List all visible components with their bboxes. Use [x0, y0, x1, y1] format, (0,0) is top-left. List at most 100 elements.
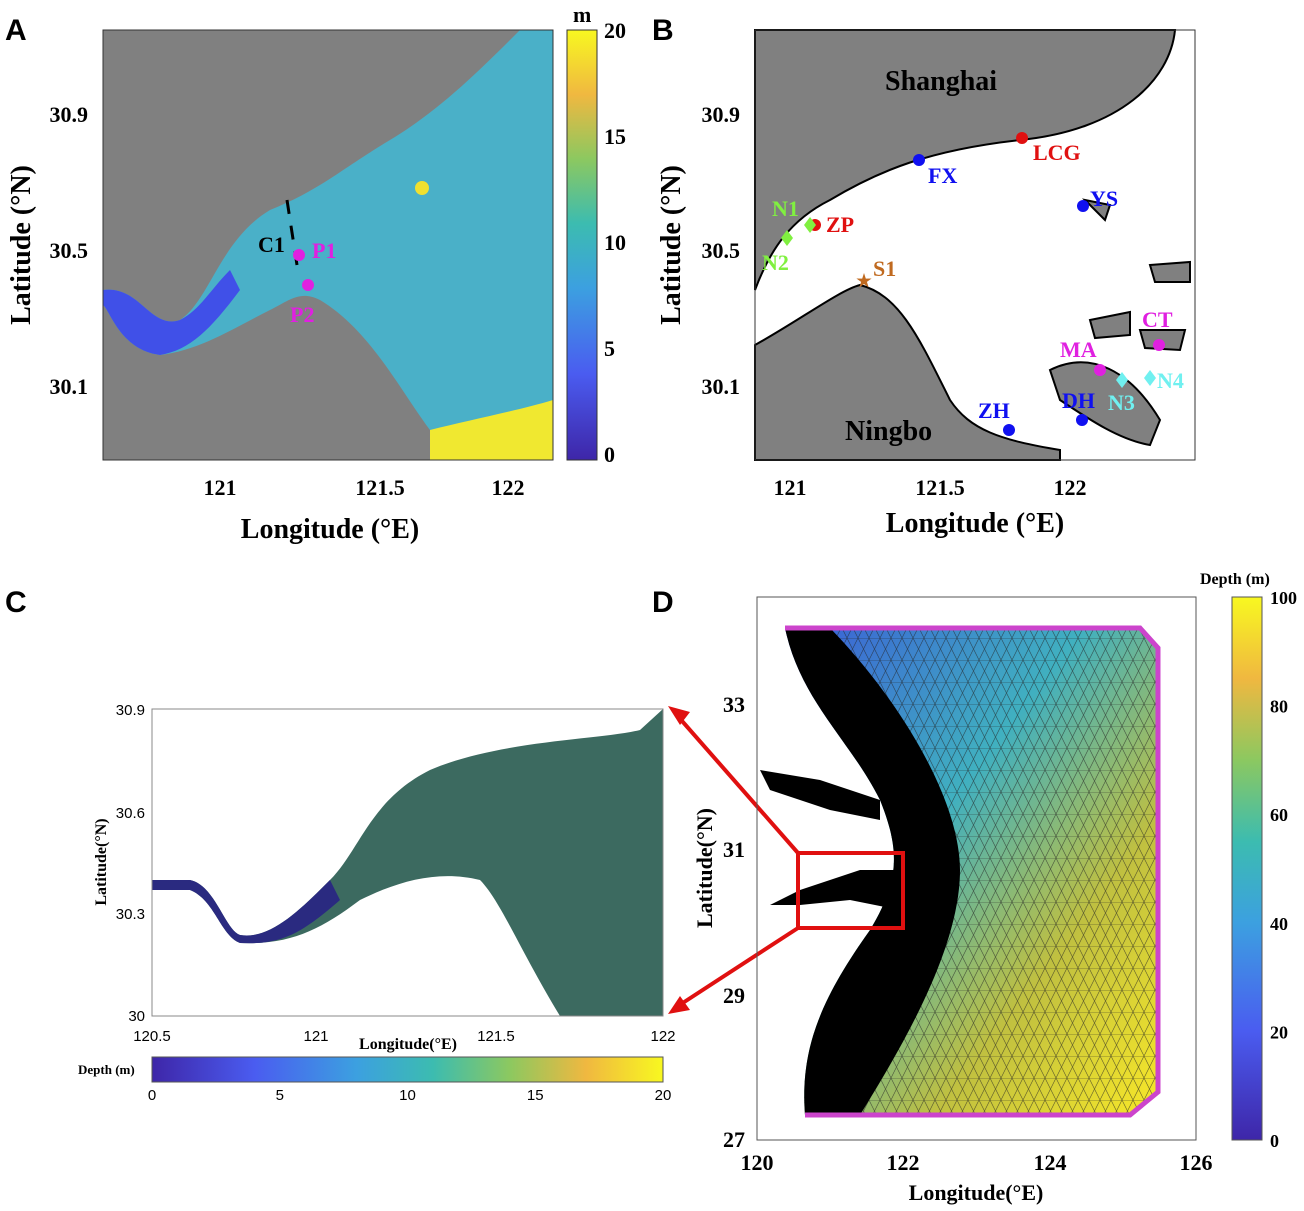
x-tick-label: 120.5 [133, 1028, 171, 1045]
colorbar-tick-label: 5 [276, 1087, 284, 1104]
bathymetry-water [103, 30, 553, 460]
station-marker-n3 [1116, 372, 1128, 388]
shallow-river [152, 880, 340, 944]
y-tick-label: 30.5 [702, 238, 741, 263]
station-markers: LCG ZP FX YS ZH DH N1 N2 S1 MA CT N3 N4 [762, 132, 1184, 436]
colorbar-tick-label: 15 [527, 1087, 544, 1104]
label-p2: P2 [290, 302, 314, 327]
station-marker-zh [1003, 424, 1015, 436]
x-tick-label: 121.5 [477, 1028, 515, 1045]
panel-c: Depth (m) [78, 708, 664, 1083]
y-tick-label: 30.6 [116, 805, 145, 822]
colorbar-tick-label: 0 [604, 442, 615, 467]
label-p1: P1 [312, 238, 336, 263]
river-channels [760, 770, 900, 910]
y-tick-label: 31 [723, 837, 745, 862]
panel-d: Depth (m) [668, 571, 1270, 1141]
colorbar-a [566, 29, 598, 461]
colorbar-tick-label: 15 [604, 124, 626, 149]
station-marker-ct [1153, 339, 1165, 351]
station-marker-dh [1076, 414, 1088, 426]
y-tick-label: 30.5 [50, 238, 89, 263]
plot-frame [754, 29, 1196, 461]
plot-frame [756, 596, 1197, 1141]
station-label-lcg: LCG [1033, 140, 1081, 165]
y-tick-label: 30.9 [50, 102, 89, 127]
shallow-channel [103, 270, 240, 355]
x-axis-label: Longitude(°E) [909, 1180, 1044, 1205]
y-tick-label: 30.1 [50, 374, 89, 399]
x-tick-label: 122 [492, 475, 525, 500]
colorbar-tick-label: 100 [1270, 588, 1297, 608]
arrowhead-icon [668, 996, 690, 1014]
deep-area [430, 400, 553, 460]
colorbar-tick-label: 40 [1270, 914, 1288, 934]
x-axis-label: Longitude (°E) [886, 508, 1064, 539]
open-boundary [785, 625, 1161, 1118]
station-marker-n1 [804, 217, 816, 233]
islands [1081, 198, 1191, 352]
marker-p2 [302, 279, 314, 291]
y-tick-label: 27 [723, 1127, 745, 1152]
y-tick-label: 29 [723, 983, 745, 1008]
station-marker-lcg [1016, 132, 1028, 144]
colorbar-tick-label: 80 [1270, 697, 1288, 717]
x-tick-label: 126 [1180, 1150, 1213, 1175]
station-label-n3: N3 [1108, 390, 1135, 415]
x-tick-label: 121.5 [915, 475, 965, 500]
colorbar-d [1231, 596, 1263, 1141]
y-tick-label: 30.9 [116, 702, 145, 719]
station-label-zp: ZP [826, 212, 854, 237]
colorbar-tick-label: 10 [399, 1087, 416, 1104]
x-tick-label: 122 [1054, 475, 1087, 500]
y-tick-label: 30 [128, 1008, 145, 1025]
station-label-n1: N1 [772, 196, 799, 221]
y-axis-label: Latitude (°N) [656, 165, 687, 325]
label-c1: C1 [258, 232, 285, 257]
zoom-box [796, 851, 905, 930]
station-marker-n4 [1144, 370, 1156, 386]
x-tick-label: 121 [303, 1028, 328, 1045]
station-marker-ys [1077, 200, 1089, 212]
colorbar-tick-label: 20 [655, 1087, 672, 1104]
x-axis-label: Longitude (°E) [241, 514, 419, 545]
panel-label-d: D [652, 586, 674, 619]
x-tick-label: 122 [650, 1028, 675, 1045]
place-ningbo: Ningbo [845, 416, 932, 447]
x-axis-label: Longitude(°E) [359, 1036, 457, 1053]
colorbar-tick-label: 20 [604, 18, 626, 43]
station-marker-n2 [781, 230, 793, 246]
zoom-arrow-top [673, 711, 800, 855]
zoom-arrow-bottom [673, 926, 800, 1010]
land-ningbo [754, 283, 1061, 461]
y-axis-label: Latitude(°N) [692, 808, 717, 928]
mesh-domain [152, 709, 663, 1016]
colorbar-tick-label: 0 [148, 1087, 156, 1104]
station-marker-s1 [856, 273, 872, 288]
station-label-ma: MA [1060, 337, 1097, 362]
colorbar-tick-label: 5 [604, 336, 615, 361]
colorbar-tick-label: 60 [1270, 805, 1288, 825]
panel-b: Shanghai Ningbo LCG ZP FX YS ZH DH N1 N2 S1 MA CT N… [754, 29, 1196, 461]
y-axis-label: Latitude (°N) [6, 165, 37, 325]
axes-labels: A B C D 121 121.5 122 30.9 30.5 30.1 Longitude (°E… [5, 14, 1297, 1205]
colorbar-c [151, 1056, 664, 1083]
deep-spot [415, 181, 429, 195]
colorbar-tick-label: 20 [1270, 1022, 1288, 1042]
y-tick-label: 30.9 [702, 102, 741, 127]
plot-frame [151, 708, 664, 1017]
station-label-n2: N2 [762, 250, 789, 275]
station-marker-ma [1094, 364, 1106, 376]
station-label-fx: FX [928, 163, 957, 188]
colorbar-c-title: Depth (m) [78, 1062, 135, 1077]
station-label-dh: DH [1062, 388, 1095, 413]
station-label-s1: S1 [873, 256, 896, 281]
colorbar-d-title: Depth (m) [1200, 571, 1270, 588]
station-label-ct: CT [1142, 307, 1173, 332]
station-marker-fx [913, 154, 925, 166]
colorbar-tick-label: 0 [1270, 1131, 1279, 1151]
panel-label-b: B [652, 14, 674, 47]
x-tick-label: 124 [1034, 1150, 1067, 1175]
panel-label-a: A [5, 14, 27, 47]
